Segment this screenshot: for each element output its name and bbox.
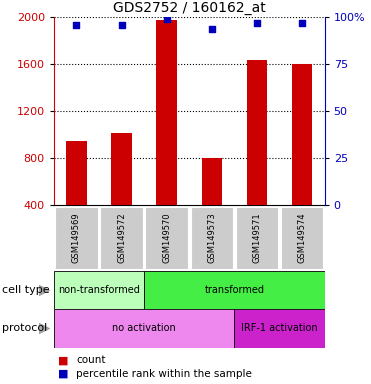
Point [299, 20, 305, 26]
Text: GSM149571: GSM149571 [252, 213, 262, 263]
Bar [66, 141, 86, 205]
Text: no activation: no activation [112, 323, 176, 333]
Text: GSM149570: GSM149570 [162, 213, 171, 263]
Bar [54, 271, 144, 309]
Text: GSM149574: GSM149574 [298, 213, 306, 263]
Text: ■: ■ [58, 355, 68, 365]
Text: percentile rank within the sample: percentile rank within the sample [76, 369, 252, 379]
Point [254, 20, 260, 26]
Bar [111, 132, 132, 205]
Text: cell type: cell type [2, 285, 49, 295]
Bar [100, 207, 143, 270]
Point [209, 25, 215, 31]
Text: non-transformed: non-transformed [58, 285, 140, 295]
Title: GDS2752 / 160162_at: GDS2752 / 160162_at [113, 1, 266, 15]
Text: GSM149572: GSM149572 [117, 213, 126, 263]
Bar [201, 159, 222, 205]
Bar [236, 207, 278, 270]
Text: GSM149569: GSM149569 [72, 213, 81, 263]
Bar [292, 65, 312, 205]
Text: IRF-1 activation: IRF-1 activation [241, 323, 318, 333]
Bar [145, 207, 188, 270]
Bar [55, 207, 98, 270]
Text: GSM149573: GSM149573 [207, 213, 216, 263]
Text: ■: ■ [58, 369, 68, 379]
Text: count: count [76, 355, 106, 365]
Bar [54, 309, 234, 348]
Bar [281, 207, 323, 270]
Bar [247, 60, 267, 205]
Bar [191, 207, 233, 270]
Bar [144, 271, 325, 309]
Point [73, 22, 79, 28]
Point [164, 16, 170, 22]
Bar [157, 20, 177, 205]
Text: protocol: protocol [2, 323, 47, 333]
Point [119, 22, 125, 28]
Bar [234, 309, 325, 348]
Text: transformed: transformed [204, 285, 265, 295]
